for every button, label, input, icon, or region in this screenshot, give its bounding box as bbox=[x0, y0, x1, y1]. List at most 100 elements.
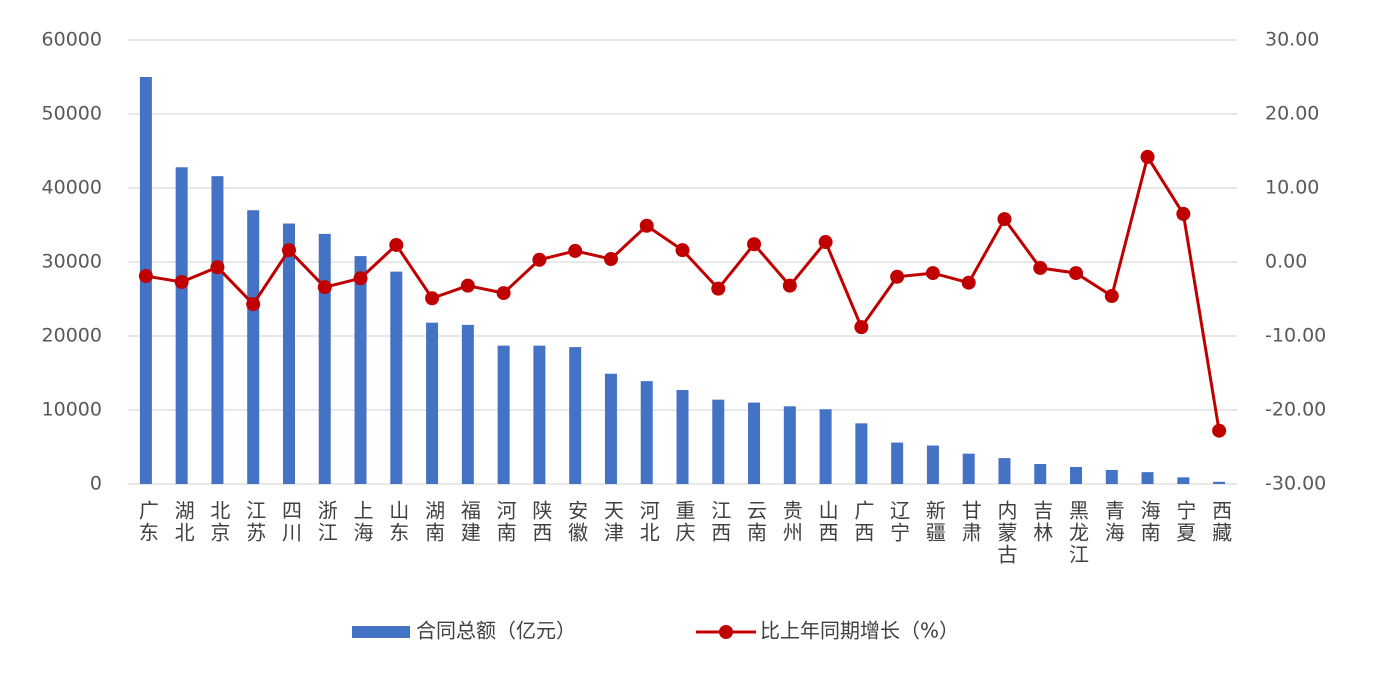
line-marker bbox=[603, 252, 618, 267]
x-tick-label: 江西 bbox=[708, 500, 732, 544]
bar bbox=[497, 345, 510, 484]
bar bbox=[318, 233, 331, 484]
y-tick-label: 20000 bbox=[42, 325, 102, 347]
bar bbox=[354, 256, 367, 484]
x-tick-label: 西藏 bbox=[1209, 500, 1233, 544]
x-tick-label: 河北 bbox=[636, 500, 660, 544]
y2-tick-label: 20.00 bbox=[1265, 103, 1319, 125]
x-tick-label: 贵州 bbox=[779, 500, 803, 544]
line-marker bbox=[389, 237, 404, 252]
x-tick-label: 青海 bbox=[1101, 500, 1125, 544]
x-tick-label: 江苏 bbox=[243, 500, 267, 544]
x-tick-label: 新疆 bbox=[922, 500, 946, 544]
x-tick-label: 湖南 bbox=[422, 500, 446, 544]
bar bbox=[1070, 466, 1083, 484]
line-marker bbox=[1069, 266, 1084, 281]
bar bbox=[640, 381, 653, 484]
x-tick-label: 安徽 bbox=[565, 500, 589, 544]
bar bbox=[962, 453, 975, 484]
line-marker bbox=[174, 274, 189, 289]
y2-tick-label: 10.00 bbox=[1265, 177, 1319, 199]
bar bbox=[748, 402, 761, 484]
x-tick-label: 上海 bbox=[350, 500, 374, 544]
y2-tick-label: -20.00 bbox=[1265, 399, 1326, 421]
x-tick-label: 内蒙古 bbox=[994, 500, 1018, 566]
line-marker bbox=[925, 266, 940, 281]
line-marker bbox=[639, 218, 654, 233]
line-marker bbox=[1104, 289, 1119, 304]
x-tick-label: 广西 bbox=[851, 500, 875, 544]
bar bbox=[1105, 469, 1118, 484]
line-marker bbox=[1140, 149, 1155, 164]
bar bbox=[569, 347, 582, 484]
bar bbox=[1034, 464, 1047, 484]
line-marker bbox=[496, 286, 511, 301]
bar bbox=[819, 409, 832, 484]
bar bbox=[211, 176, 224, 484]
line-marker bbox=[532, 252, 547, 267]
x-tick-label: 广东 bbox=[135, 500, 159, 544]
y-tick-label: 60000 bbox=[42, 29, 102, 51]
line-marker bbox=[317, 280, 332, 295]
bar bbox=[855, 423, 868, 484]
y-tick-label: 40000 bbox=[42, 177, 102, 199]
bar bbox=[1141, 472, 1154, 484]
x-tick-label: 辽宁 bbox=[887, 500, 911, 544]
x-tick-label: 浙江 bbox=[314, 500, 338, 544]
line-marker bbox=[854, 320, 869, 335]
line-marker bbox=[961, 275, 976, 290]
legend-swatch bbox=[719, 625, 733, 639]
line-marker bbox=[1176, 206, 1191, 221]
line-marker bbox=[782, 278, 797, 293]
y-tick-label: 0 bbox=[90, 473, 102, 495]
y-tick-label: 50000 bbox=[42, 103, 102, 125]
bar bbox=[175, 167, 188, 484]
line-marker bbox=[568, 243, 583, 258]
y2-tick-label: -30.00 bbox=[1265, 473, 1326, 495]
x-tick-label: 黑龙江 bbox=[1066, 500, 1090, 566]
x-tick-label: 海南 bbox=[1137, 500, 1161, 544]
line-marker bbox=[425, 291, 440, 306]
bar bbox=[282, 223, 295, 484]
line-marker bbox=[711, 281, 726, 296]
x-tick-label: 甘肃 bbox=[958, 500, 982, 544]
bar bbox=[891, 442, 904, 484]
x-tick-label: 重庆 bbox=[672, 500, 696, 544]
x-tick-label: 湖北 bbox=[171, 500, 195, 544]
y2-tick-label: -10.00 bbox=[1265, 325, 1326, 347]
line-marker bbox=[818, 235, 833, 250]
line-marker bbox=[246, 297, 261, 312]
line-marker bbox=[353, 271, 368, 286]
bar bbox=[712, 399, 725, 484]
y2-tick-label: 0.00 bbox=[1265, 251, 1307, 273]
line-marker bbox=[138, 269, 153, 284]
x-tick-label: 宁夏 bbox=[1173, 500, 1197, 544]
x-tick-label: 北京 bbox=[207, 500, 231, 544]
x-tick-label: 山西 bbox=[815, 500, 839, 544]
line-marker bbox=[675, 243, 690, 258]
bar bbox=[998, 458, 1011, 484]
line-marker bbox=[460, 278, 475, 293]
bar bbox=[1177, 477, 1190, 484]
y-tick-label: 10000 bbox=[42, 399, 102, 421]
x-tick-label: 天津 bbox=[600, 500, 624, 544]
bar bbox=[426, 322, 439, 484]
line-marker bbox=[747, 237, 762, 252]
line-marker bbox=[1033, 260, 1048, 275]
line-marker bbox=[997, 212, 1012, 227]
x-tick-label: 福建 bbox=[457, 500, 481, 544]
line-marker bbox=[890, 269, 905, 284]
line-marker bbox=[210, 260, 225, 275]
line-marker bbox=[1212, 423, 1227, 438]
x-tick-label: 四川 bbox=[278, 500, 302, 544]
x-tick-label: 陕西 bbox=[529, 500, 553, 544]
x-tick-label: 河南 bbox=[493, 500, 517, 544]
y2-tick-label: 30.00 bbox=[1265, 29, 1319, 51]
legend-label: 合同总额（亿元） bbox=[416, 619, 576, 643]
bar bbox=[676, 390, 689, 484]
legend-label: 比上年同期增长（%） bbox=[760, 619, 959, 643]
bar bbox=[926, 445, 939, 484]
bar bbox=[390, 271, 403, 484]
bar bbox=[247, 210, 260, 484]
